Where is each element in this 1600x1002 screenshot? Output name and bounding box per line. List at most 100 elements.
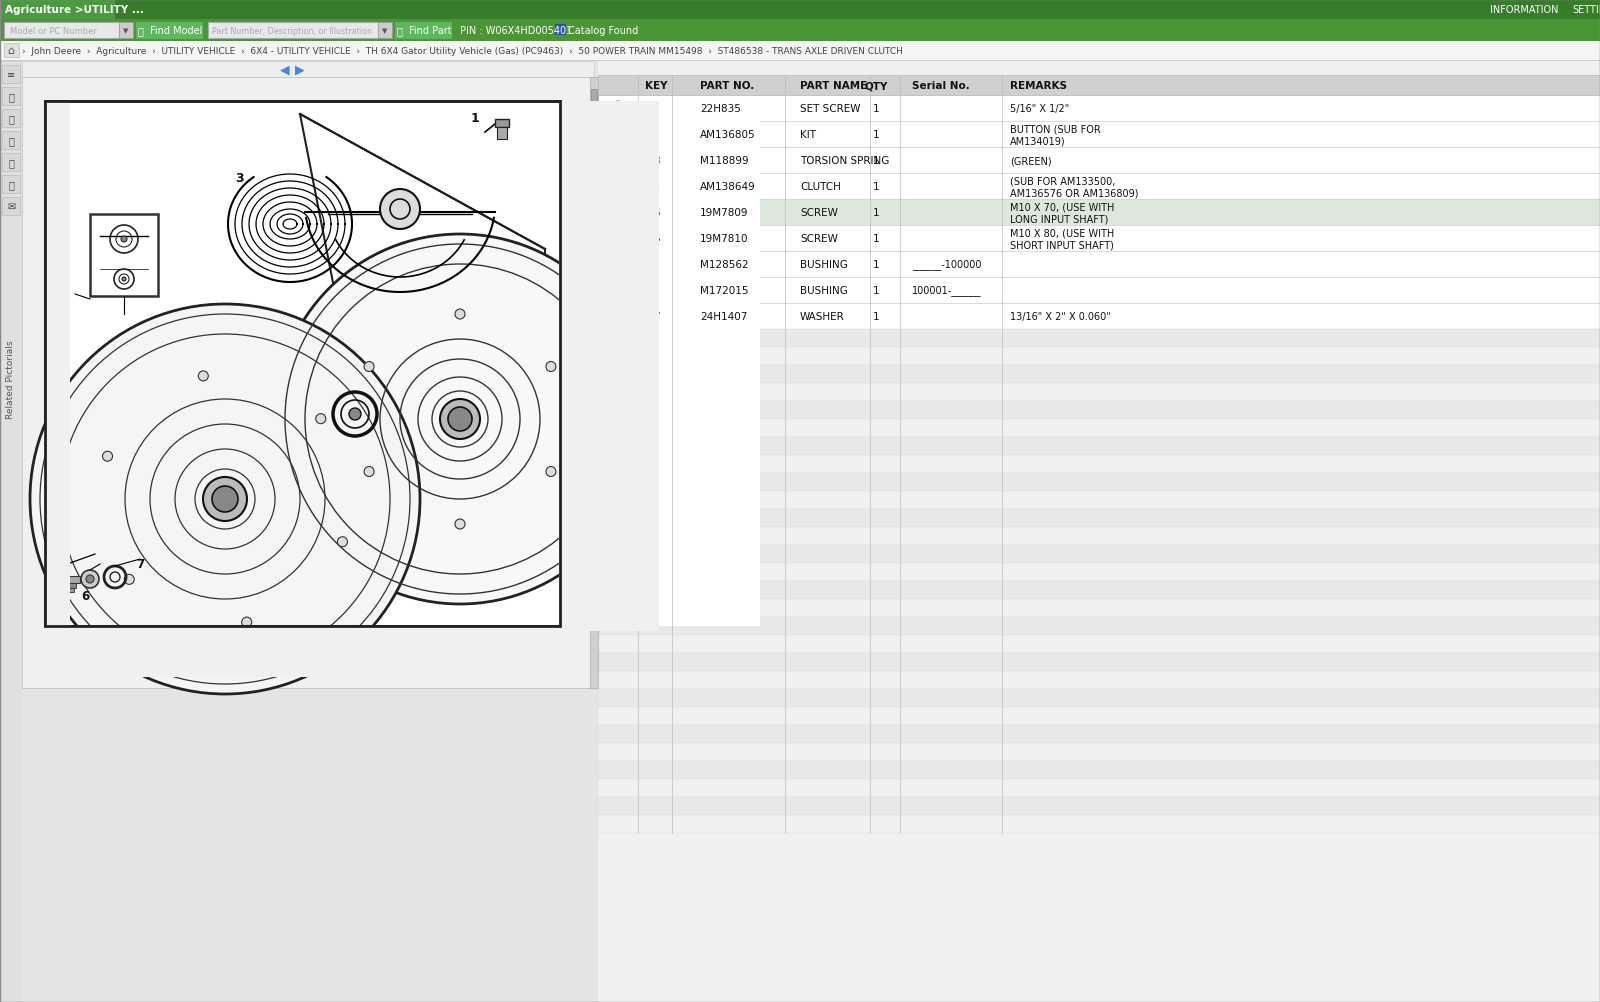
Text: 4: 4	[653, 181, 659, 191]
Circle shape	[211, 487, 238, 512]
Text: WASHER: WASHER	[800, 312, 845, 322]
Circle shape	[275, 234, 645, 604]
Text: AM138649: AM138649	[701, 181, 755, 191]
Text: ⛔: ⛔	[8, 158, 14, 167]
Text: BUTTON (SUB FOR: BUTTON (SUB FOR	[1010, 124, 1101, 134]
Text: 5: 5	[653, 207, 659, 217]
Text: 1: 1	[653, 104, 659, 114]
Text: SET SCREW: SET SCREW	[800, 104, 861, 114]
Text: (SUB FOR AM133500,: (SUB FOR AM133500,	[1010, 175, 1115, 185]
Bar	[598, 366, 1600, 384]
Bar	[598, 252, 1600, 278]
Bar	[45, 102, 70, 631]
Circle shape	[122, 236, 126, 242]
Bar	[555, 25, 565, 35]
Text: 24H1407: 24H1407	[701, 312, 747, 322]
Bar	[598, 816, 1600, 834]
Bar	[598, 330, 1600, 348]
Bar	[558, 102, 659, 631]
Circle shape	[611, 284, 626, 298]
Text: +: +	[614, 156, 622, 166]
Text: 6: 6	[653, 286, 659, 296]
Circle shape	[611, 258, 626, 272]
Circle shape	[546, 467, 555, 477]
Bar	[598, 545, 1600, 563]
Circle shape	[611, 231, 626, 245]
Text: 🔍: 🔍	[397, 26, 403, 36]
Circle shape	[611, 205, 626, 219]
Bar	[598, 62, 1600, 1002]
Bar	[45, 625, 560, 627]
Text: 7: 7	[136, 558, 144, 571]
Text: 2: 2	[58, 206, 66, 219]
Text: AM136805: AM136805	[701, 130, 755, 140]
Text: AM134019): AM134019)	[1010, 136, 1066, 146]
Bar	[598, 798, 1600, 816]
Text: +: +	[614, 181, 622, 191]
Bar	[598, 304, 1600, 330]
Text: 6: 6	[82, 590, 90, 603]
Bar	[0, 42, 1600, 61]
Bar	[2, 197, 19, 215]
Text: 19M7809: 19M7809	[701, 207, 749, 217]
Text: ✉: ✉	[6, 201, 14, 211]
Bar	[2, 110, 19, 128]
Circle shape	[454, 310, 466, 320]
Text: M118899: M118899	[701, 156, 749, 166]
Text: +: +	[614, 104, 622, 114]
Text: ◀: ◀	[280, 63, 290, 76]
Bar	[598, 509, 1600, 527]
Circle shape	[448, 408, 472, 432]
Text: 4: 4	[58, 289, 66, 302]
Text: Related Pictorials: Related Pictorials	[6, 341, 16, 419]
Bar	[598, 635, 1600, 653]
Circle shape	[611, 154, 626, 167]
Circle shape	[203, 478, 246, 521]
Bar	[598, 420, 1600, 438]
Bar	[2, 175, 19, 193]
Text: Agriculture >UTILITY ...: Agriculture >UTILITY ...	[5, 5, 144, 15]
Bar	[598, 653, 1600, 671]
Text: Part Number, Description, or Illustration: Part Number, Description, or Illustratio…	[211, 26, 371, 35]
Bar	[590, 90, 597, 115]
Circle shape	[440, 400, 480, 440]
Text: Model or PC Number: Model or PC Number	[10, 26, 98, 35]
Bar	[3, 44, 19, 58]
Text: +: +	[614, 130, 622, 140]
Text: PART NAME: PART NAME	[800, 81, 867, 91]
Bar	[45, 102, 560, 626]
Text: 22H835: 22H835	[701, 104, 741, 114]
Bar	[208, 23, 378, 39]
Text: 1: 1	[872, 104, 880, 114]
Text: KIT: KIT	[800, 130, 816, 140]
Bar	[2, 154, 19, 171]
Bar	[598, 707, 1600, 725]
Text: ▶: ▶	[294, 63, 306, 76]
Bar	[598, 148, 1600, 173]
Bar	[598, 122, 1600, 148]
Text: INFORMATION: INFORMATION	[1490, 5, 1558, 15]
Text: 3: 3	[235, 171, 245, 184]
Text: SHORT INPUT SHAFT): SHORT INPUT SHAFT)	[1010, 239, 1114, 249]
Bar	[598, 780, 1600, 798]
Bar	[598, 563, 1600, 581]
Circle shape	[82, 570, 99, 588]
Text: ______-100000: ______-100000	[912, 260, 981, 271]
Text: LONG INPUT SHAFT): LONG INPUT SHAFT)	[1010, 213, 1109, 223]
Bar	[494, 120, 509, 128]
Circle shape	[611, 128, 626, 142]
Circle shape	[30, 305, 419, 694]
Text: +: +	[614, 286, 622, 296]
Text: M10 X 70, (USE WITH: M10 X 70, (USE WITH	[1010, 201, 1114, 211]
Bar	[598, 762, 1600, 780]
Bar	[598, 725, 1600, 743]
Circle shape	[315, 414, 326, 424]
Bar	[590, 539, 598, 557]
Text: M10 X 80, (USE WITH: M10 X 80, (USE WITH	[1010, 227, 1114, 237]
Bar	[598, 173, 1600, 199]
Circle shape	[611, 310, 626, 324]
Bar	[598, 527, 1600, 545]
Text: PIN : W06X4HD005401: PIN : W06X4HD005401	[461, 26, 573, 36]
Bar	[45, 627, 560, 677]
Bar	[598, 225, 1600, 252]
